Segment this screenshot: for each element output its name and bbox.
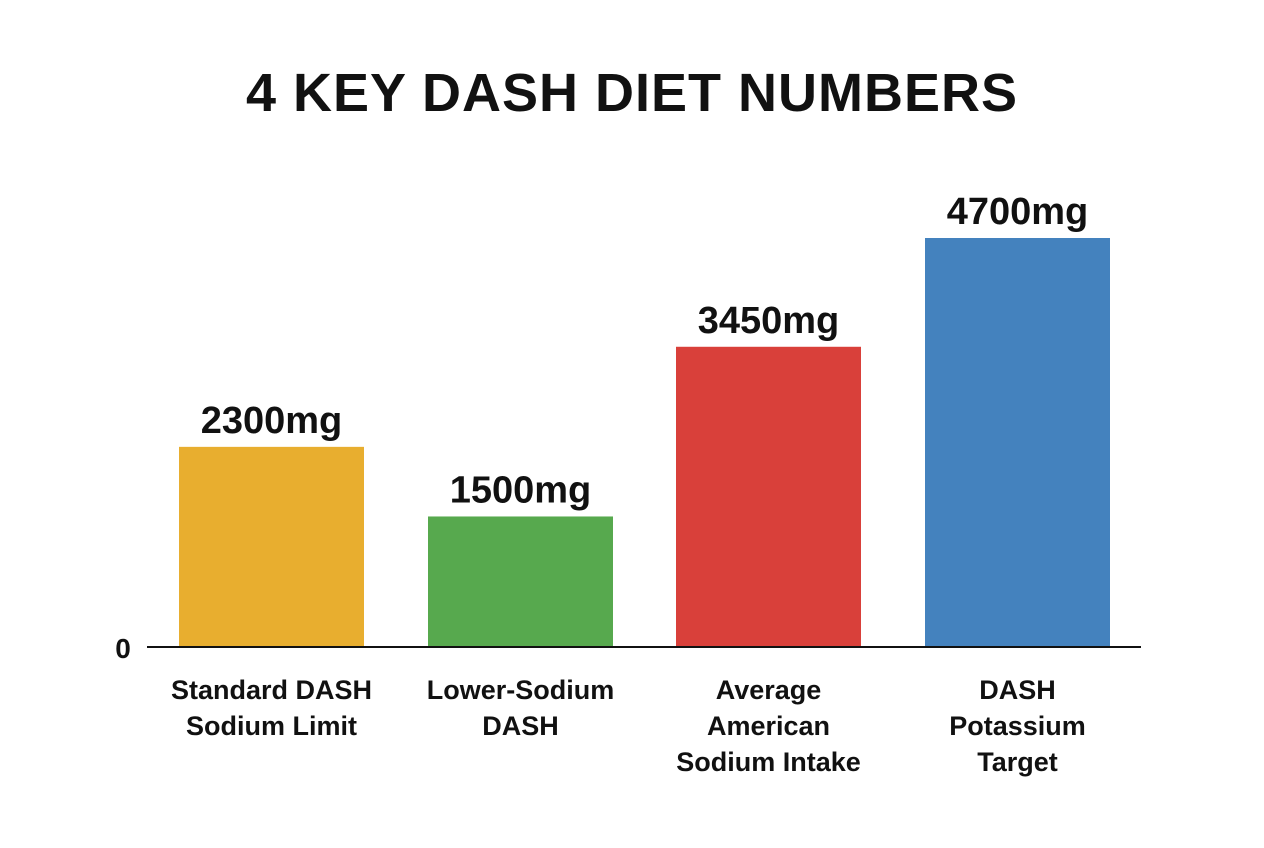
category-label-2: Average American Sodium Intake xyxy=(639,672,899,780)
category-label-line: Lower-Sodium xyxy=(426,675,615,705)
bar-1 xyxy=(428,516,613,647)
category-label-line: Target xyxy=(977,747,1058,777)
category-label-line: DASH xyxy=(482,711,559,741)
data-label-3: 4700mg xyxy=(947,191,1089,233)
data-label-1: 1500mg xyxy=(450,469,592,511)
category-label-line: American xyxy=(706,711,831,741)
bar-3 xyxy=(925,238,1110,647)
category-label-line: Average xyxy=(715,675,822,705)
category-label-3: DASH Potassium Target xyxy=(888,672,1148,780)
data-label-0: 2300mg xyxy=(201,400,343,442)
bar-2 xyxy=(676,346,861,647)
y-tick-label-0: 0 xyxy=(115,633,131,664)
category-label-line: Potassium xyxy=(949,711,1086,741)
category-label-1: Lower-Sodium DASH xyxy=(391,672,651,744)
category-label-line: Sodium Intake xyxy=(676,747,861,777)
category-label-line: Sodium Limit xyxy=(186,711,357,741)
category-label-0: Standard DASH Sodium Limit xyxy=(142,672,402,744)
data-label-2: 3450mg xyxy=(698,300,840,342)
bar-0 xyxy=(179,446,364,647)
category-label-line: DASH xyxy=(979,675,1056,705)
chart-title: 4 KEY DASH DIET NUMBERS xyxy=(245,63,1019,123)
category-label-line: Standard DASH xyxy=(170,675,373,705)
